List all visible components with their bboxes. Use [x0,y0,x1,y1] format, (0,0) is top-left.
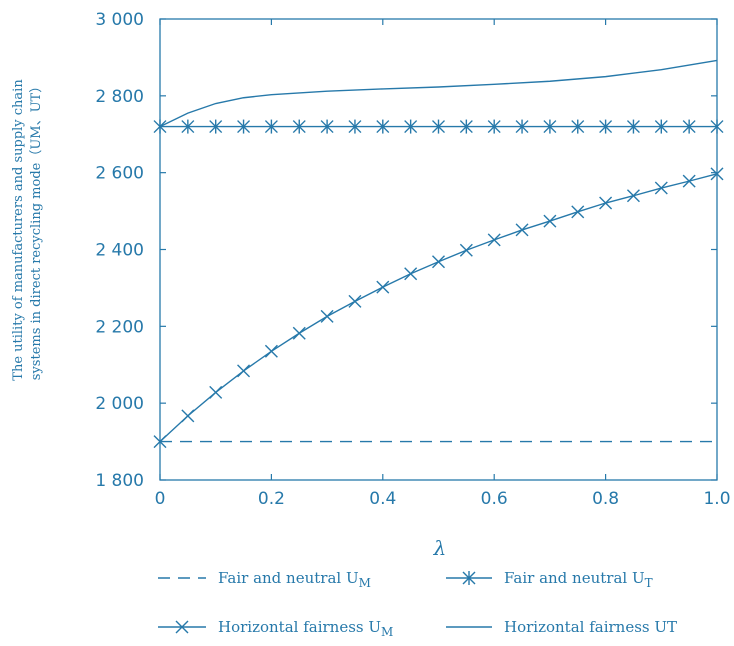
data-point-2 [515,223,529,237]
data-point-1 [626,119,640,134]
legend-label: Horizontal fairness UM [218,618,393,639]
x-tick-label: 0.4 [369,489,396,509]
marker-stroke [487,233,501,247]
marker-stroke [153,435,167,449]
y-tick-label: 2 800 [95,87,144,107]
data-point-1 [264,119,278,134]
legend-label: Fair and neutral UM [218,569,371,590]
marker-stroke [320,309,334,323]
data-point-2 [292,326,306,340]
data-point-2 [181,409,195,423]
axes-layer: 0 0.2 0.4 0.6 0.8 1.0 1 800 2 000 2 200 2 400 2 60… [95,10,730,509]
marker-stroke [459,243,473,257]
marker-stroke [264,344,278,358]
data-point-1 [571,119,585,134]
data-point-1 [404,119,418,134]
marker-stroke [432,255,445,269]
data-point-2 [459,243,473,257]
data-point-1 [543,119,557,134]
data-point-1 [515,119,529,134]
data-point-1 [487,119,501,134]
marker-stroke [237,364,251,378]
data-point-2 [264,344,278,358]
x-tick-label: 1.0 [703,489,730,509]
plot-frame [159,18,718,481]
marker-stroke [376,280,390,294]
marker-stroke [404,267,418,281]
marker-stroke [543,214,557,228]
y-tick-label: 2 200 [95,317,144,337]
data-point-2 [487,233,501,247]
y-tick-label: 3 000 [95,10,144,30]
marker-stroke [292,326,306,340]
data-point-1 [376,119,390,134]
legend-label: Fair and neutral UT [504,569,653,590]
data-point-2 [153,435,167,449]
y-tick-label: 1 800 [95,471,144,491]
legend-marker [462,571,476,585]
y-tick-label: 2 000 [95,394,144,414]
data-point-1 [348,119,362,134]
y-axis-title-line1: The utility of manufacturers and supply … [11,79,26,381]
data-point-2 [320,309,334,323]
marker-stroke [710,167,724,181]
x-axis-title: λ [433,536,447,560]
marker-stroke [348,294,362,308]
data-point-2 [404,267,418,281]
legend-item-2: Horizontal fairness UM [158,618,393,639]
plot-area [159,18,718,481]
data-point-2 [237,364,251,378]
data-point-1 [682,119,696,134]
y-tick-label: 2 600 [95,164,144,184]
legend-item-0: Fair and neutral UM [158,569,371,590]
marker-stroke [181,409,195,423]
data-point-2 [599,196,613,210]
legend-marker [175,620,189,634]
y-axis-title-line2: systems in direct recycling mode（UM、UT） [29,80,44,380]
data-point-2 [654,181,668,195]
y-tick-label: 2 400 [95,241,144,261]
legend-item-3: Horizontal fairness UT [446,618,677,636]
x-tick-label: 0 [155,489,166,509]
data-point-2 [543,214,557,228]
data-point-2 [209,385,223,399]
data-point-1 [459,119,473,134]
data-point-1 [292,119,306,134]
series-line-3 [159,59,718,128]
data-point-2 [682,174,696,188]
data-point-1 [654,119,668,134]
legend-label: Horizontal fairness UT [504,618,677,636]
series-line-2 [159,173,718,443]
data-point-1 [209,119,223,134]
x-tick-label: 0.6 [481,489,508,509]
data-point-1 [432,119,445,134]
data-point-2 [376,280,390,294]
legend: Fair and neutral UM Fair and neutral UT Ho… [158,569,677,639]
marker-stroke [209,385,223,399]
data-point-1 [710,119,724,134]
marker-stroke [571,205,585,219]
data-point-1 [599,119,613,134]
x-tick-label: 0.8 [592,489,619,509]
marker-stroke [515,223,529,237]
data-point-2 [348,294,362,308]
marker-stroke [654,181,668,195]
data-point-1 [181,119,195,134]
legend-item-1: Fair and neutral UT [446,569,653,590]
series-layer [153,59,724,449]
marker-stroke [682,174,696,188]
data-point-2 [432,255,445,269]
marker-stroke [175,620,189,634]
data-point-2 [626,189,640,203]
data-point-1 [320,119,334,134]
data-point-1 [237,119,251,134]
x-tick-label: 0.2 [258,489,285,509]
marker-stroke [599,196,613,210]
data-point-2 [571,205,585,219]
data-point-2 [710,167,724,181]
marker-stroke [626,189,640,203]
